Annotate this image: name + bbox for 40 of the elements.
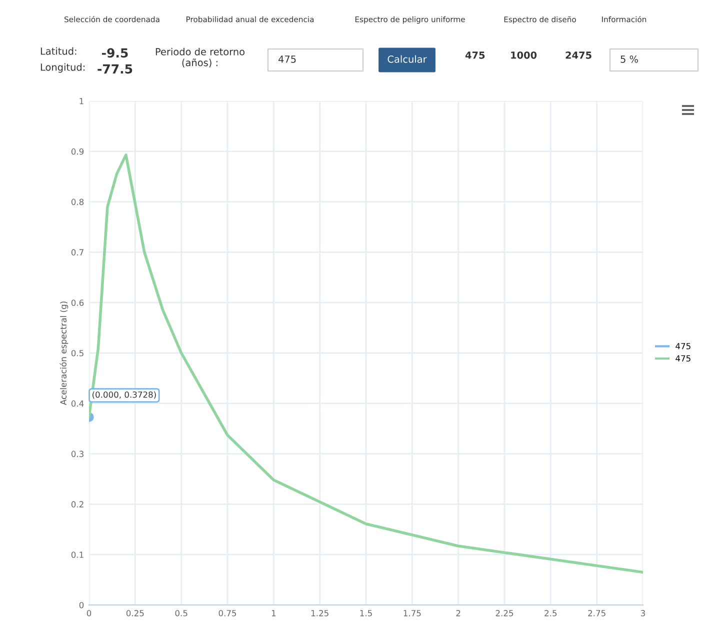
text: 2475 (566, 51, 592, 59)
y-tick-label: 0.1 (71, 552, 84, 558)
x-tick-label: 3 (640, 610, 645, 616)
x-tick-label: 0.5 (175, 610, 188, 616)
text: Latitud: (40, 47, 76, 55)
legend-label: 475 (676, 343, 690, 350)
annotation: (0.000, 0.3728) (92, 391, 156, 399)
y-axis-title: Aceleración espectral (g) (60, 302, 68, 406)
line-series (89, 154, 643, 574)
x-tick-label: 1.75 (404, 610, 421, 616)
text: 475 (465, 52, 485, 59)
x-tick-label: 0 (86, 610, 92, 616)
x-tick-label: 1 (272, 610, 276, 616)
y-tick-label: 0.4 (71, 400, 84, 407)
y-tick-label: 0.2 (71, 501, 84, 508)
y-tick-label: 0.3 (71, 450, 84, 458)
x-tick-label: 2.25 (496, 610, 514, 616)
text: Longitud: (40, 63, 85, 73)
x-tick-label: 2 (456, 610, 460, 616)
x-tick-label: 0.75 (218, 610, 236, 616)
x-tick-label: 1.5 (360, 610, 372, 616)
y-tick-label: 0.5 (71, 350, 84, 356)
x-tick-label: 2.75 (588, 610, 606, 616)
text: -77.5 (98, 64, 132, 74)
y-tick-label: 1 (80, 98, 84, 104)
text: Calcular (388, 55, 427, 63)
y-tick-label: 0.6 (71, 300, 84, 306)
text: -9.5 (102, 48, 128, 58)
x-tick-label: 0.25 (126, 610, 144, 616)
text: Periodo de retorno (años) : (156, 48, 244, 68)
text: 5 % (620, 55, 638, 63)
text: 1000 (511, 51, 537, 59)
legend-label: 475 (676, 355, 690, 362)
x-tick-label: 2.5 (544, 610, 557, 616)
y-tick-label: 0.8 (71, 198, 84, 206)
text: 475 (278, 56, 296, 63)
x-tick-label: 1.25 (311, 610, 328, 616)
y-tick-label: 0 (79, 602, 84, 608)
y-tick-label: 0.9 (71, 148, 84, 155)
y-tick-label: 0.7 (71, 249, 84, 256)
